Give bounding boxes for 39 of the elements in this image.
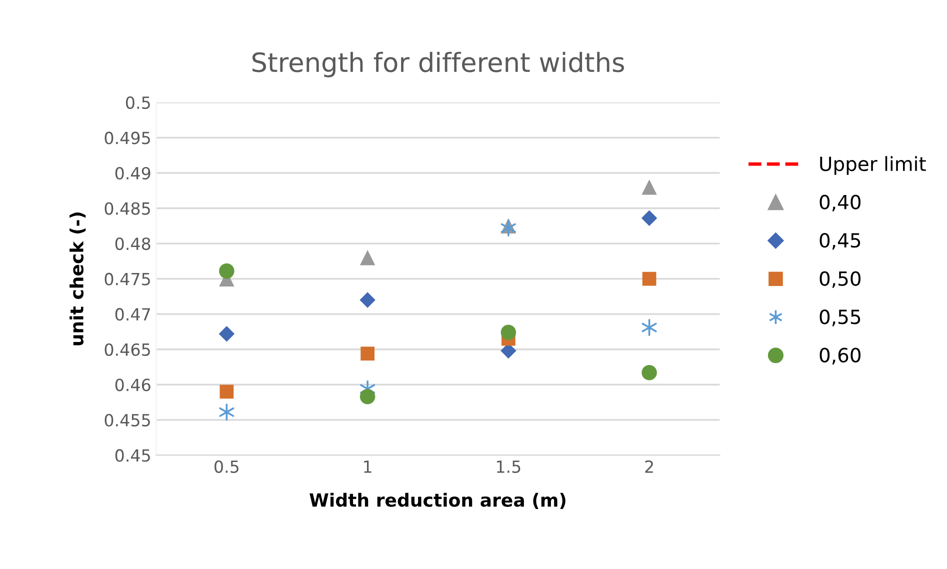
y-tick-label: 0.47: [115, 308, 150, 321]
x-tick-label: 0.5: [214, 460, 238, 473]
y-tick-label: 0.475: [104, 272, 150, 286]
chart-title: Strength for different widths: [252, 52, 624, 78]
y-tick-label: 0.45: [115, 449, 150, 462]
y-tick-label: 0.46: [115, 378, 150, 392]
x-axis-title: Width reduction area (m): [310, 492, 566, 509]
legend-label: 0,55: [820, 310, 860, 326]
legend-label: 0,40: [820, 194, 860, 212]
legend-label: 0,45: [820, 232, 860, 250]
y-axis-title: unit check (-): [70, 212, 86, 346]
y-tick-label: 0.49: [115, 166, 150, 180]
point: [360, 389, 376, 404]
legend-label: Upper limit: [820, 156, 926, 175]
x-tick-label: 1: [364, 460, 372, 473]
y-tick-label: 0.48: [115, 237, 150, 250]
y-tick-label: 0.455: [104, 414, 150, 426]
y-tick-label: 0.465: [104, 343, 150, 356]
y-tick-label: 0.485: [104, 202, 150, 215]
point: [360, 292, 376, 308]
point: [360, 346, 374, 361]
point: [219, 404, 234, 421]
y-tick-label: 0.5: [126, 96, 150, 109]
point: [642, 318, 657, 336]
point: [220, 384, 234, 399]
point: [642, 365, 657, 380]
legend-label: 0,60: [820, 348, 860, 364]
x-tick-label: 2: [645, 460, 653, 473]
point: [642, 179, 657, 195]
point: [360, 250, 376, 266]
point: [218, 326, 235, 342]
point: [642, 272, 656, 286]
y-tick-label: 0.495: [104, 132, 150, 144]
x-tick-label: 1.5: [497, 460, 520, 473]
point: [219, 263, 234, 279]
legend-label: 0,50: [820, 271, 860, 288]
point: [500, 219, 516, 237]
point: [500, 324, 516, 340]
point: [641, 210, 658, 226]
